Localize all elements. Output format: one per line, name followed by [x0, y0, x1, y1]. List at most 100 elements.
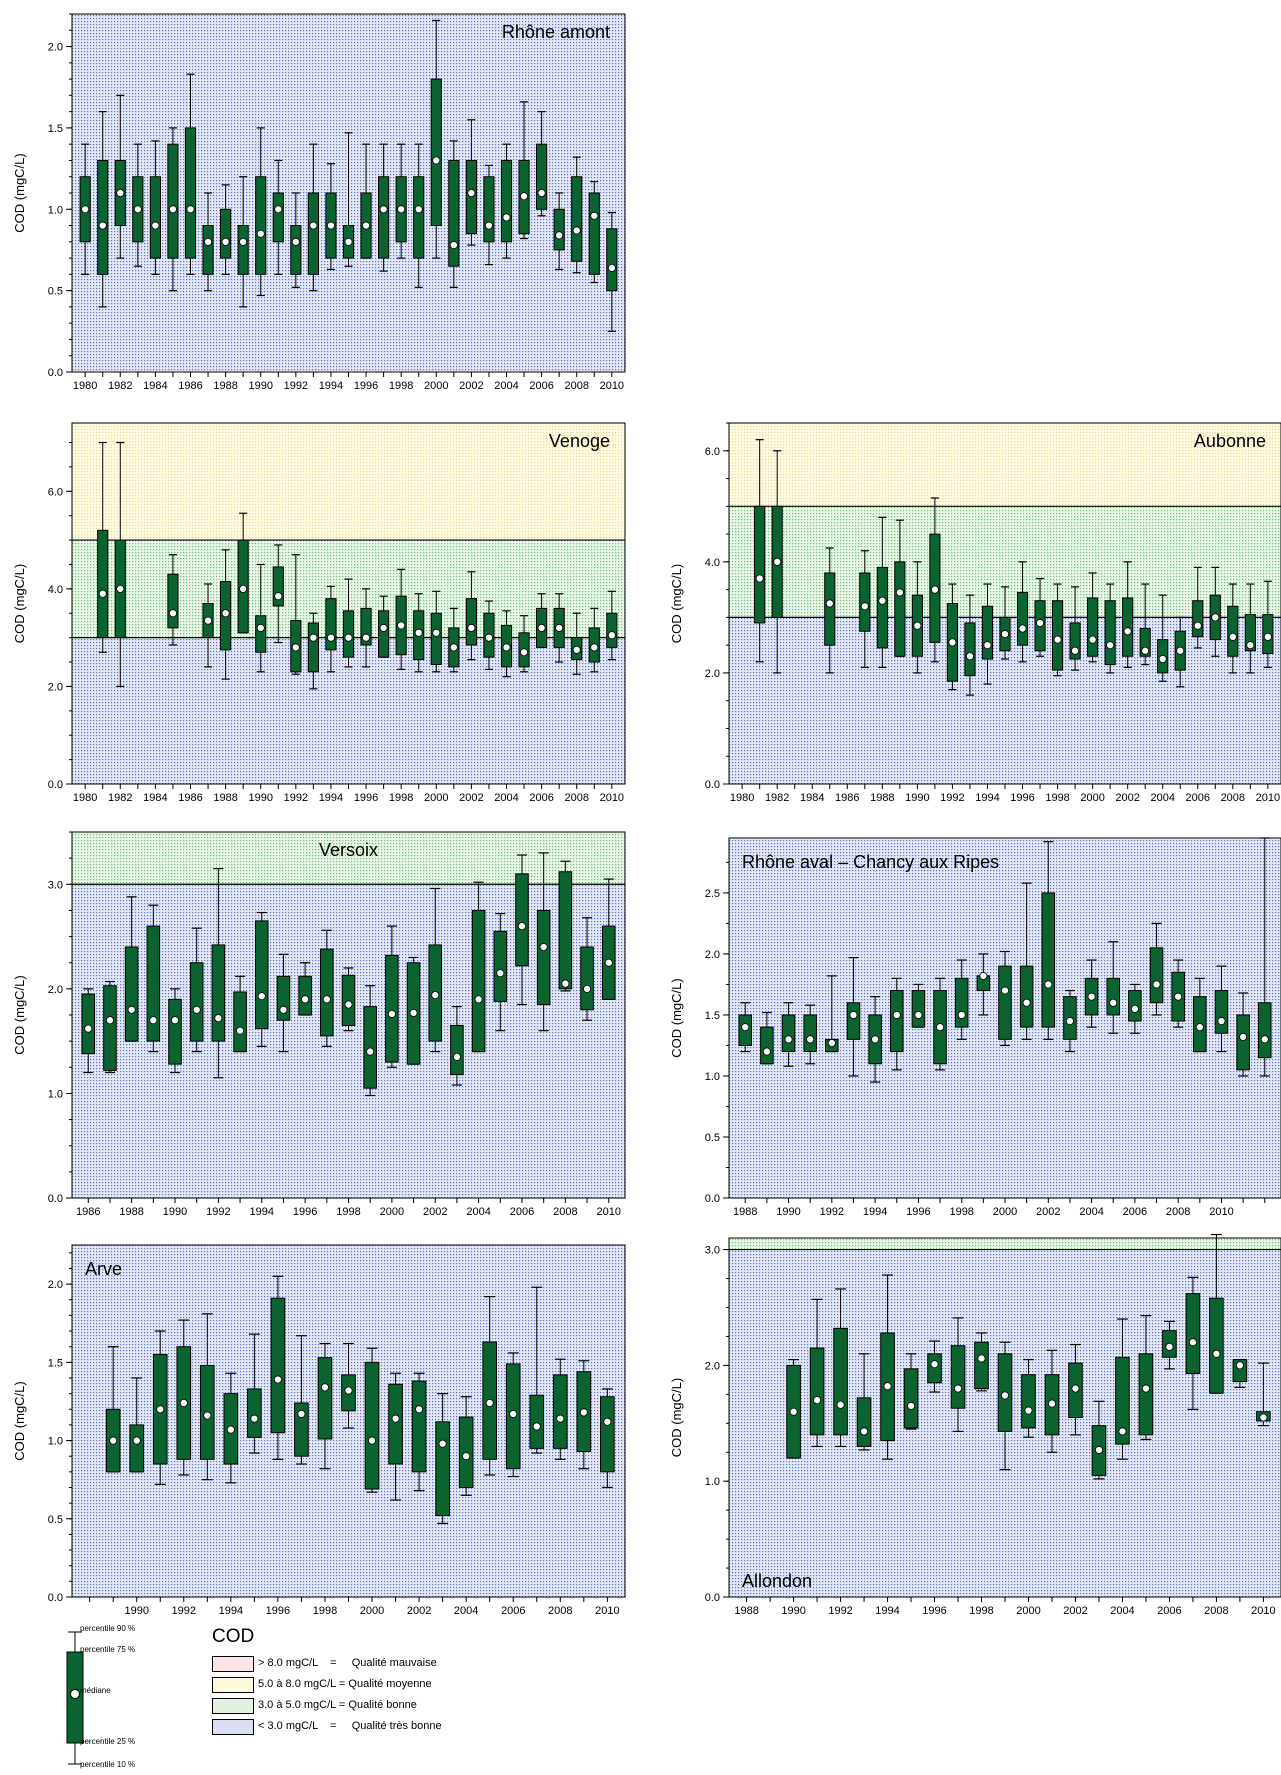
label-p90: percentile 90 % [80, 1624, 136, 1633]
median-dot [572, 645, 581, 654]
y-tick-label: 2.0 [48, 681, 63, 693]
box-2007 [1149, 922, 1164, 1016]
y-tick-label: 6.0 [48, 486, 63, 498]
median-dot [291, 237, 300, 246]
iqr-box [1139, 627, 1151, 657]
x-tick-label: 1996 [1010, 792, 1034, 804]
iqr-box [981, 605, 994, 660]
box-1992 [290, 192, 302, 288]
median-dot [279, 1005, 288, 1014]
box-2006 [1162, 1320, 1177, 1370]
iqr-box [307, 622, 319, 673]
median-dot [773, 557, 782, 566]
box-2010 [606, 211, 618, 332]
box-1997 [950, 1317, 966, 1432]
iqr-box [430, 78, 442, 227]
iqr-box [211, 944, 226, 1042]
median-dot [590, 643, 599, 652]
median-dot [936, 1023, 945, 1032]
median-dot [484, 221, 493, 230]
iqr-box [500, 159, 513, 243]
median-dot [250, 1414, 259, 1423]
x-tick-label: 1998 [389, 792, 413, 804]
box-2004 [1115, 1318, 1130, 1460]
median-dot [127, 1005, 136, 1014]
iqr-box [964, 622, 976, 677]
iqr-box [167, 143, 179, 259]
box-1998 [974, 1332, 989, 1392]
chart-aubonne: 0.0 2.0 4.0 6.0 COD (mgC/L) 1980 1982 1984 1986 1… [669, 422, 1281, 804]
y-tick-label: 0.0 [705, 779, 720, 791]
box-1998 [317, 1342, 333, 1470]
x-tick-label: 2008 [1204, 1605, 1228, 1617]
boxplot-key [66, 1631, 84, 1765]
iqr-box [325, 598, 337, 651]
iqr-box [1041, 892, 1056, 1028]
median-dot [1022, 998, 1031, 1007]
median-dot [1259, 1413, 1268, 1422]
y-tick-label: 4.0 [705, 557, 720, 569]
box-1992 [290, 554, 302, 675]
box-2004 [1084, 959, 1099, 1028]
iqr-box [1236, 1014, 1250, 1071]
box-2003 [1139, 583, 1151, 666]
x-tick-label: 1984 [143, 380, 167, 392]
chart-rhone-aval-chancy-aux-ripes: 0.0 0.5 1.0 1.5 2.0 2.5 COD (mgC/L) 1988 1990 199… [669, 837, 1281, 1218]
median-dot [1053, 635, 1062, 644]
iqr-box [1209, 1297, 1224, 1394]
y-axis-label: COD (mgC/L) [669, 1378, 684, 1457]
median-dot [762, 1047, 771, 1056]
iqr-box [876, 566, 888, 649]
box-1989 [237, 512, 249, 634]
box-1990 [168, 988, 182, 1074]
y-axis-label: COD (mgC/L) [669, 978, 684, 1057]
median-dot [496, 969, 505, 978]
median-dot [192, 1005, 201, 1014]
median-dot [604, 958, 613, 967]
iqr-box [430, 612, 442, 665]
box-2008 [1227, 583, 1239, 674]
iqr-box [307, 192, 319, 275]
median-dot [836, 1400, 845, 1409]
box-1990 [786, 1358, 801, 1459]
median-dot [895, 588, 904, 597]
iqr-box [483, 176, 495, 243]
box-1994 [880, 1274, 895, 1460]
iqr-box [233, 991, 247, 1053]
iqr-box [378, 176, 390, 259]
median-dot [1118, 1427, 1127, 1436]
box-2003 [483, 164, 495, 266]
y-tick-label: 2.0 [705, 668, 720, 680]
median-dot [273, 1375, 282, 1384]
x-tick-label: 2010 [595, 1605, 619, 1617]
iqr-box [364, 1361, 380, 1490]
median-dot [484, 633, 493, 642]
label-p25: percentile 25 % [80, 1737, 136, 1746]
box-2002 [428, 887, 443, 1053]
median-dot [149, 1016, 158, 1025]
median-dot [755, 574, 764, 583]
box-1999 [976, 953, 991, 1016]
zone-moyenne [72, 423, 625, 541]
iqr-box [553, 208, 565, 251]
box-1988 [220, 184, 232, 275]
median-dot [379, 205, 388, 214]
box-2001 [1044, 1349, 1060, 1453]
median-dot [1176, 646, 1185, 655]
box-1998 [395, 143, 407, 259]
iqr-box [1227, 605, 1239, 657]
box-2002 [465, 571, 477, 661]
median-dot [171, 1016, 180, 1025]
box-1993 [964, 594, 976, 696]
x-tick-label: 1992 [284, 380, 308, 392]
x-tick-label: 2004 [494, 792, 518, 804]
x-tick-label: 2010 [1251, 1605, 1275, 1617]
x-tick-label: 2006 [1123, 1206, 1147, 1218]
median-dot [81, 205, 90, 214]
median-dot [274, 205, 283, 214]
median-dot [322, 995, 331, 1004]
x-tick-label: 1994 [875, 1605, 899, 1617]
median-dot [1123, 627, 1132, 636]
median-dot [1246, 641, 1255, 650]
x-tick-label: 1994 [319, 792, 343, 804]
